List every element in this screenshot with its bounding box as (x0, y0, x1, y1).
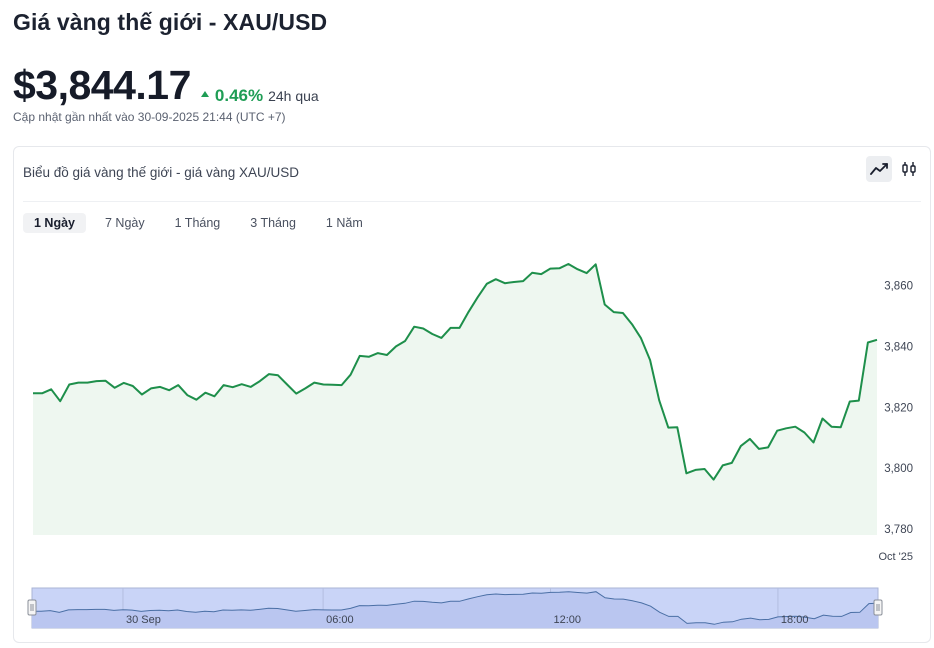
range-tab-1-year[interactable]: 1 Năm (325, 216, 363, 230)
range-tab-3-months[interactable]: 3 Tháng (250, 216, 296, 230)
current-price: $3,844.17 (13, 62, 191, 108)
y-tick-label: 3,860 (884, 281, 913, 293)
range-tab-1-month[interactable]: 1 Tháng (174, 216, 221, 230)
line-chart-button[interactable] (866, 156, 892, 182)
price-area (33, 264, 877, 535)
price-row: $3,844.17 0.46% 24h qua (13, 62, 319, 109)
candlestick-icon (902, 162, 916, 176)
y-tick-label: 3,820 (884, 402, 913, 414)
navigator-left-handle[interactable] (27, 599, 37, 616)
card-divider (23, 201, 921, 202)
up-arrow-icon (200, 91, 209, 97)
change-percent: 0.46% (214, 86, 264, 105)
chart-type-toggle (866, 156, 922, 182)
y-tick-label: 3,840 (884, 341, 913, 353)
navigator-line (32, 591, 879, 625)
line-chart-icon (870, 163, 888, 175)
range-tabs: 1 Ngày 7 Ngày 1 Tháng 3 Tháng 1 Năm (23, 213, 374, 233)
navigator-area (32, 591, 878, 628)
change-period: 24h qua (268, 88, 319, 104)
chart-title: Biểu đồ giá vàng thế giới - giá vàng XAU… (23, 165, 300, 180)
navigator-tick-label: 12:00 (554, 614, 582, 626)
navigator-tick-label: 30 Sep (126, 614, 161, 626)
navigator-tick-label: 18:00 (781, 614, 809, 626)
navigator-right-handle[interactable] (873, 599, 883, 616)
range-tab-1-day[interactable]: 1 Ngày (23, 213, 86, 233)
page-title: Giá vàng thế giới - XAU/USD (13, 9, 328, 35)
navigator-tick-label: 06:00 (326, 614, 354, 626)
last-updated: Cập nhật gần nhất vào 30-09-2025 21:44 (… (13, 110, 286, 124)
candlestick-button[interactable] (896, 156, 922, 182)
price-line (33, 263, 878, 481)
y-tick-label: 3,800 (884, 463, 913, 475)
y-tick-label: 3,780 (884, 524, 913, 536)
range-tab-7-days[interactable]: 7 Ngày (105, 216, 145, 230)
x-axis-label: Oct '25 (878, 551, 913, 563)
price-change: 0.46% 24h qua (200, 86, 319, 106)
